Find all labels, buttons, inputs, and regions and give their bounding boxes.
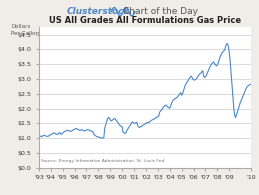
Text: Chart of the Day: Chart of the Day [123, 7, 198, 16]
Text: Source: Energy Information Administration; St. Louis Fed: Source: Energy Information Administratio… [41, 160, 164, 163]
Text: Dollars
Per Gallon: Dollars Per Gallon [11, 25, 39, 36]
Text: Clusterstock: Clusterstock [67, 7, 130, 16]
Title: US All Grades All Formulations Gas Price: US All Grades All Formulations Gas Price [49, 16, 241, 25]
